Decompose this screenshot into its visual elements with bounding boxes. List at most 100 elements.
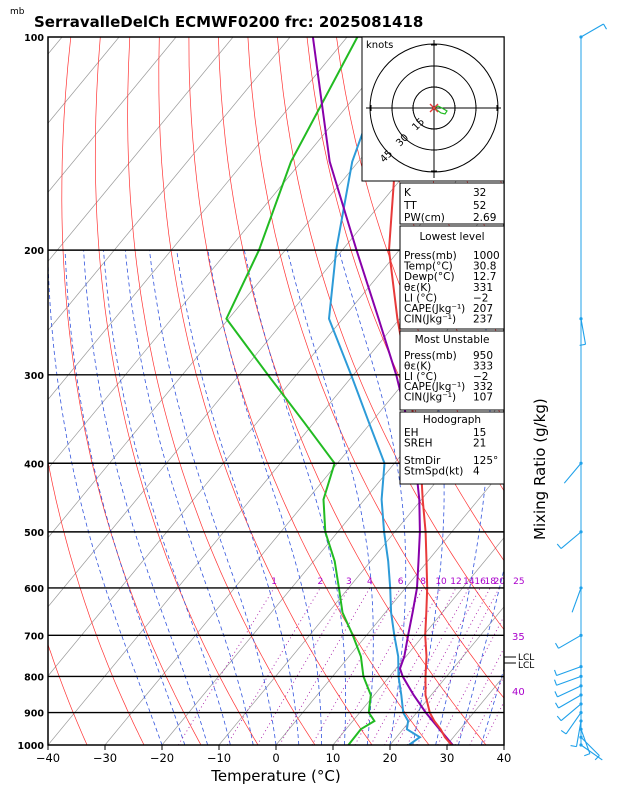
most-unstable-value: 950 <box>473 350 493 362</box>
temperature-tick-label: 10 <box>326 751 341 765</box>
hodograph-panel: knots 15 30 45 <box>361 36 505 182</box>
lowest-level-label: LI (°C) <box>404 292 437 304</box>
lowest-level-value: 331 <box>473 282 493 294</box>
theta-e-label: 40 <box>512 687 525 698</box>
hodograph-stats-header: Hodograph <box>423 414 481 426</box>
mixing-ratio-line <box>354 587 442 745</box>
moist-adiabat-line <box>435 250 491 745</box>
isotherm-line <box>275 468 504 745</box>
most-unstable-panel: Most Unstable Press(mb) 950 θε(K) 333 LI (°C… <box>399 330 505 411</box>
temperature-axis: −40 −30 −20 −10 0 10 20 30 40 <box>36 745 511 765</box>
mixing-ratio-line <box>226 587 321 745</box>
moist-adiabat-line <box>149 250 277 745</box>
mixing-ratio-label: 2 <box>317 577 323 587</box>
temperature-tick-label: 0 <box>272 751 279 765</box>
mixing-ratio-line <box>335 587 424 745</box>
index-label: TT <box>403 200 417 212</box>
mixing-ratio-line <box>437 615 504 745</box>
mixing-ratio-axis-title: Mixing Ratio (g/kg) <box>531 398 549 540</box>
temperature-tick-label: −20 <box>150 751 174 765</box>
mixing-ratio-label: 14 <box>463 577 475 587</box>
isotherm-line <box>218 398 504 745</box>
hodograph-stat-value: 4 <box>473 466 480 478</box>
mixing-ratio-line <box>416 587 500 745</box>
dry-adiabat-line <box>188 37 430 745</box>
wind-barb <box>555 633 583 649</box>
temperature-tick-label: 30 <box>440 751 455 765</box>
dry-adiabat-line <box>573 37 618 745</box>
lcl-label: LCL <box>518 653 534 663</box>
most-unstable-value: −2 <box>473 371 488 383</box>
mixing-ratio-label: 16 <box>474 577 486 587</box>
storm-motion-marker <box>429 103 439 113</box>
pressure-tick-label: 400 <box>24 459 44 470</box>
lowest-level-label: Temp(°C) <box>403 261 453 273</box>
wind-barb <box>579 735 600 761</box>
pressure-tick-label: 600 <box>24 584 44 595</box>
hodograph-units: knots <box>366 40 393 51</box>
mixing-ratio-label: 18 <box>484 577 496 587</box>
moist-adiabat-line <box>48 250 163 745</box>
dry-adiabat-line <box>247 37 504 699</box>
mb-unit-label: mb <box>10 7 25 17</box>
dry-adiabat-line <box>94 37 259 745</box>
theta-e-label: 35 <box>512 632 525 643</box>
lowest-level-panel: Lowest level Press(mb) 1000 Temp(°C) 30.8 De… <box>399 225 505 330</box>
dry-adiabat-line <box>158 37 373 745</box>
pressure-tick-label: 800 <box>24 672 44 683</box>
mixing-ratio-label: 12 <box>450 577 461 587</box>
mixing-ratio-line <box>279 587 371 745</box>
lowest-level-label: θε(K) <box>404 282 431 294</box>
isotherm-line <box>48 37 234 262</box>
moist-adiabat-line <box>103 250 231 745</box>
mixing-ratio-label: 1 <box>271 577 277 587</box>
most-unstable-header: Most Unstable <box>415 334 490 346</box>
dry-adiabat-line <box>127 37 316 745</box>
pressure-tick-label: 100 <box>24 33 44 44</box>
lcl-label: LCL <box>518 661 534 671</box>
hodograph-stat-label: StmSpd(kt) <box>404 466 463 478</box>
hodograph-trace <box>433 105 448 115</box>
moist-adiabat-line <box>480 667 504 745</box>
most-unstable-value: 332 <box>473 381 493 393</box>
wind-barb <box>556 530 583 550</box>
most-unstable-label: θε(K) <box>404 360 431 372</box>
temperature-tick-label: −40 <box>36 751 60 765</box>
wind-barb <box>570 719 583 748</box>
mixing-ratio-line <box>406 587 491 745</box>
mixing-ratio-line <box>370 587 457 745</box>
wind-barbs <box>553 23 607 761</box>
index-value: 2.69 <box>473 212 496 224</box>
lowest-level-value: 1000 <box>473 250 500 262</box>
index-label: PW(cm) <box>404 212 445 224</box>
dry-adiabat-line <box>277 37 504 631</box>
moist-adiabat-line <box>338 249 407 745</box>
lowest-level-label: Press(mb) <box>404 250 457 262</box>
isotherm-line <box>389 606 504 745</box>
mixing-ratio-line <box>469 675 504 745</box>
most-unstable-value: 107 <box>473 392 493 404</box>
mixing-ratio-label: 6 <box>398 577 404 587</box>
pressure-tick-label: 200 <box>24 246 44 257</box>
parcel-profile <box>311 37 454 745</box>
index-label: K <box>404 187 412 199</box>
dry-adiabat-line <box>514 37 618 745</box>
lowest-level-value: 207 <box>473 303 493 315</box>
lowest-level-label: Dewp(°C) <box>404 271 455 283</box>
indices-panel: K 32 TT 52 PW(cm) 2.69 <box>399 182 505 225</box>
pressure-tick-label: 700 <box>24 631 44 642</box>
dry-adiabat-line <box>306 37 504 562</box>
hodograph-stat-value: 15 <box>473 427 486 439</box>
pressure-tick-label: 900 <box>24 709 44 720</box>
most-unstable-label: Press(mb) <box>404 350 457 362</box>
dewpoint-profile <box>225 37 376 745</box>
wind-barb <box>560 711 583 735</box>
hodograph-stat-value: 125° <box>473 455 498 467</box>
dry-adiabat-line <box>61 37 202 745</box>
isotherm-line <box>48 37 177 193</box>
pressure-tick-label: 1000 <box>18 741 45 752</box>
moist-adiabat-line <box>64 250 186 745</box>
lowest-level-header: Lowest level <box>419 231 484 243</box>
wind-barb <box>563 461 583 484</box>
